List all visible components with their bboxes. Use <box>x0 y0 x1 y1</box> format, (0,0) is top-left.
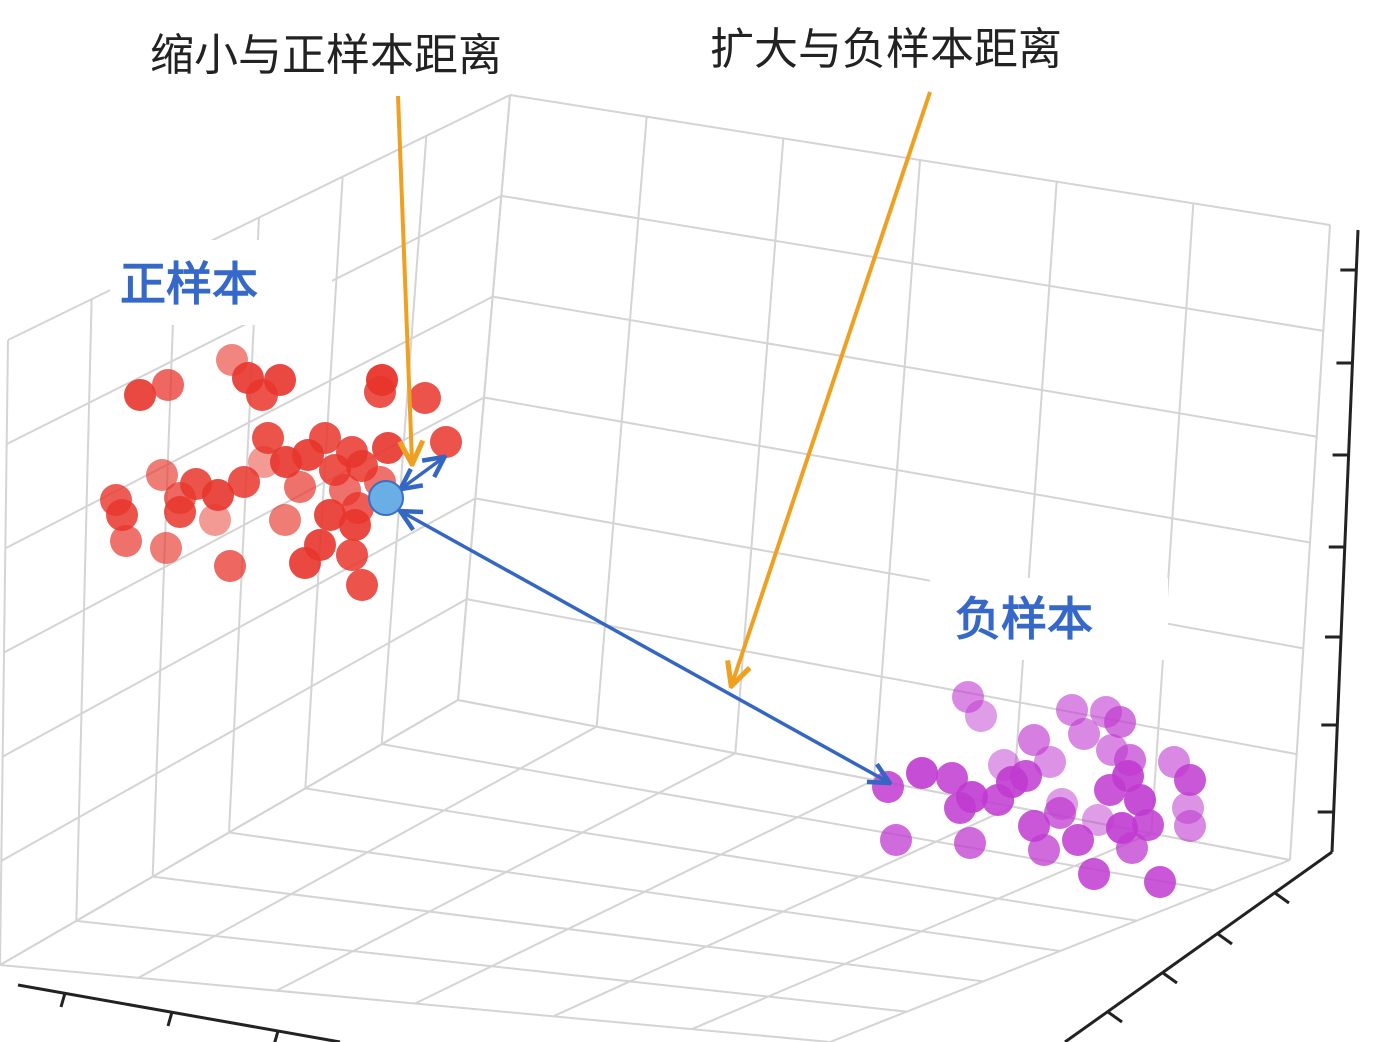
anchor-point <box>368 480 404 516</box>
negative-sample-point <box>988 749 1020 781</box>
negative-label-backdrop <box>930 578 1168 660</box>
positive-sample-point <box>202 479 234 511</box>
push-callout-arrow <box>732 91 932 684</box>
grid-line <box>1150 203 1195 834</box>
positive-sample-point <box>164 496 196 528</box>
axes-frame <box>17 229 1360 1042</box>
negative-sample-point <box>906 757 938 789</box>
negative-sample-point <box>954 827 986 859</box>
positive-distance-arrow <box>402 458 443 488</box>
negative-sample-point <box>1174 810 1206 842</box>
negative-sample-point <box>1132 809 1164 841</box>
positive-sample-point <box>124 379 156 411</box>
positive-sample-point <box>364 376 396 408</box>
positive-sample-point <box>248 446 280 478</box>
x-axis-tick <box>59 992 67 1008</box>
grid-line <box>414 779 875 1005</box>
negative-sample-label: 负样本 <box>955 592 1093 646</box>
negative-sample-point <box>1018 724 1050 756</box>
negative-sample-point <box>1124 784 1156 816</box>
positive-sample-point <box>319 454 351 486</box>
positive-sample-point <box>430 426 462 458</box>
negative-sample-point <box>1034 746 1066 778</box>
negative-sample-point <box>1104 706 1136 738</box>
positive-sample-point <box>150 532 182 564</box>
grid-line <box>1289 224 1331 861</box>
positive-sample-cluster <box>100 344 462 601</box>
grid-line <box>1011 181 1058 807</box>
positive-label-backdrop <box>110 240 332 325</box>
x-axis-tick <box>166 1011 174 1027</box>
grid-line <box>0 598 468 862</box>
positive-sample-point <box>372 432 404 464</box>
y-axis-tick <box>1217 932 1233 946</box>
positive-sample-point <box>252 422 284 454</box>
negative-sample-point <box>1144 866 1176 898</box>
push-negative-annotation: 扩大与负样本距离 <box>710 24 1062 75</box>
negative-sample-point <box>965 700 997 732</box>
positive-sample-point <box>199 504 231 536</box>
positive-sample-point <box>289 547 321 579</box>
negative-sample-point <box>1028 834 1060 866</box>
negative-sample-point <box>1116 832 1148 864</box>
positive-sample-point <box>314 499 346 531</box>
grid-line <box>475 497 1304 650</box>
axis-ticks <box>59 268 1357 1042</box>
positive-sample-point <box>146 459 178 491</box>
negative-distance-arrow <box>402 512 888 782</box>
z-axis-line <box>1330 229 1360 853</box>
pull-positive-annotation: 缩小与正样本距离 <box>150 30 502 81</box>
positive-sample-point <box>409 382 441 414</box>
negative-sample-point <box>1068 718 1100 750</box>
negative-sample-point <box>1046 788 1078 820</box>
grid-line <box>829 859 1291 1042</box>
y-axis-line <box>1064 850 1333 1042</box>
positive-sample-point <box>214 550 246 582</box>
positive-sample-point <box>106 499 138 531</box>
pull-callout-arrow <box>396 95 412 462</box>
negative-sample-point <box>1174 764 1206 796</box>
positive-sample-point <box>346 569 378 601</box>
positive-sample-point <box>342 492 374 524</box>
positive-sample-point <box>152 369 184 401</box>
positive-sample-point <box>336 539 368 571</box>
positive-sample-point <box>110 525 142 557</box>
grid-line <box>466 598 1297 756</box>
negative-sample-point <box>1062 824 1094 856</box>
axes-grid <box>0 94 1331 1042</box>
x-axis-line <box>17 983 341 1042</box>
positive-sample-point <box>309 422 341 454</box>
negative-sample-point <box>1112 760 1144 792</box>
negative-sample-point <box>880 824 912 856</box>
y-axis-tick <box>1107 1010 1123 1024</box>
grid-line <box>483 396 1311 544</box>
positive-sample-point <box>284 471 316 503</box>
negative-sample-cluster <box>872 681 1206 898</box>
negative-sample-point <box>1078 858 1110 890</box>
positive-sample-point <box>264 364 296 396</box>
negative-sample-point <box>944 792 976 824</box>
y-axis-tick <box>1162 971 1178 985</box>
negative-sample-point <box>1018 810 1050 842</box>
x-axis-tick <box>273 1030 280 1042</box>
positive-sample-point <box>228 466 260 498</box>
negative-sample-point <box>936 762 968 794</box>
grid-line <box>2 497 476 758</box>
y-axis-tick <box>1274 891 1290 905</box>
positive-sample-label: 正样本 <box>120 257 258 311</box>
grid-line <box>691 832 1152 1031</box>
positive-sample-point <box>269 504 301 536</box>
negative-sample-point <box>1082 804 1114 836</box>
negative-sample-point <box>1056 694 1088 726</box>
